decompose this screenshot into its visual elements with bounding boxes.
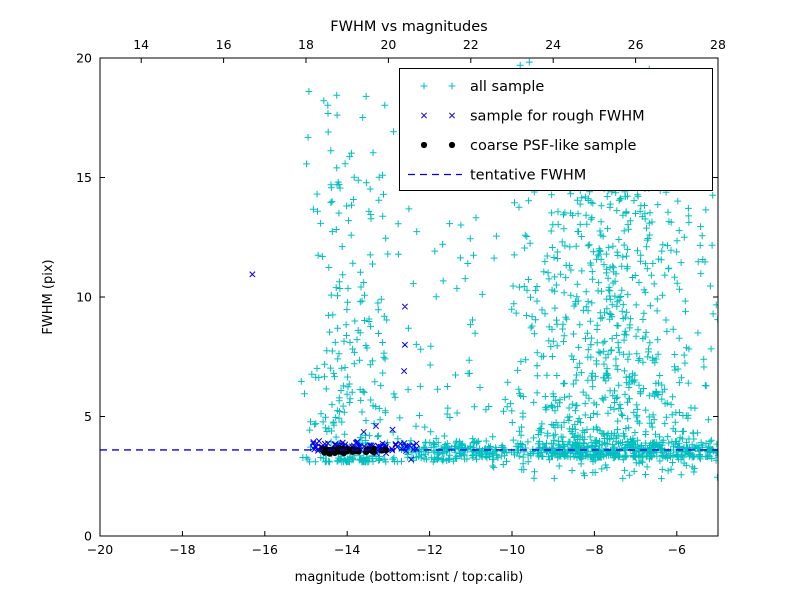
x-top-tick-label: 22 [463, 37, 479, 52]
tick-labels-layer: −20 −18 −16 −14 −12 −10 −8 −6 14 16 18 20 22 24 26 28 0 5… [76, 37, 726, 557]
y-tick-label: 10 [76, 290, 92, 305]
x-top-tick-label: 18 [298, 37, 314, 52]
legend-marker-x [420, 112, 456, 119]
chart-title: FWHM vs magnitudes [330, 19, 487, 35]
marker-plus-path [297, 58, 718, 482]
legend: all sample sample for rough FWHM coarse PS… [399, 68, 713, 191]
x-axis-label: magnitude (bottom:isnt / top:calib) [295, 570, 524, 585]
x-top-tick-label: 28 [710, 37, 726, 52]
x-top-tick-label: 20 [380, 37, 396, 52]
marker-circle [353, 448, 360, 455]
legend-marker-circle [420, 141, 428, 149]
legend-label: sample for rough FWHM [470, 109, 645, 125]
marker-circle [370, 445, 378, 452]
tick-marks-layer [99, 57, 719, 537]
legend-label: all sample [470, 79, 544, 95]
x-bottom-tick-label: −16 [252, 542, 278, 557]
x-top-tick-label: 14 [133, 37, 149, 52]
x-bottom-tick-label: −20 [87, 542, 113, 557]
x-bottom-tick-label: −6 [668, 542, 686, 557]
y-tick-label: 0 [84, 529, 92, 544]
legend-marker-plus [420, 82, 456, 90]
y-tick-label: 5 [84, 409, 92, 424]
marker-circle [348, 446, 355, 453]
x-bottom-tick-label: −18 [169, 542, 195, 557]
x-top-tick-label: 24 [545, 37, 561, 52]
marker-circle [382, 446, 389, 453]
marker-circle [323, 446, 331, 453]
x-bottom-tick-label: −10 [499, 542, 525, 557]
y-tick-label: 15 [76, 170, 92, 185]
y-tick-label: 20 [76, 51, 92, 66]
x-top-tick-label: 26 [628, 37, 644, 52]
legend-label: tentative FWHM [470, 168, 586, 184]
series-all-sample [297, 58, 718, 482]
x-top-tick-label: 16 [216, 37, 232, 52]
y-axis-label: FWHM (pix) [41, 259, 56, 334]
legend-label: coarse PSF-like sample [470, 138, 637, 154]
marker-circle [330, 449, 338, 456]
x-bottom-tick-label: −14 [334, 542, 360, 557]
x-bottom-tick-label: −12 [416, 542, 442, 557]
x-bottom-tick-label: −8 [585, 542, 603, 557]
legend-marker-circle [448, 141, 456, 149]
